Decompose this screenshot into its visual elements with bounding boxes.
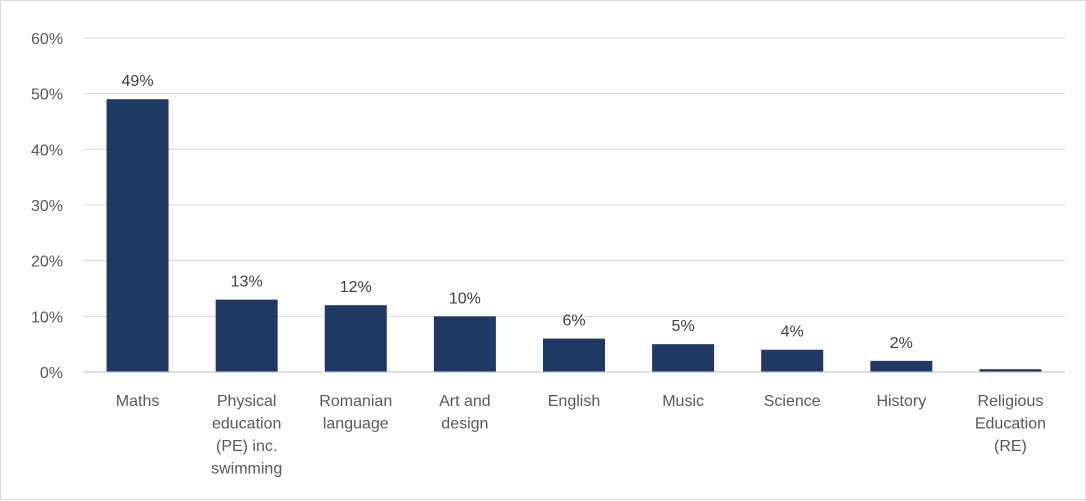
bar [761, 349, 824, 372]
bar [433, 316, 496, 372]
data-label: 4% [781, 324, 804, 341]
bar [215, 299, 278, 372]
bar [652, 344, 715, 372]
data-label: 12% [340, 279, 372, 296]
bars [106, 99, 1042, 372]
category-label: History [876, 393, 926, 410]
y-axis-tick-labels: 0% 10% 20% 30% 40% 50% 60% [31, 31, 63, 382]
data-label: 10% [449, 290, 481, 307]
category-label: Physical education (PE) inc. swimming [211, 393, 282, 478]
y-tick-label: 30% [31, 198, 63, 215]
y-tick-label: 0% [40, 365, 63, 382]
data-label: 2% [890, 335, 913, 352]
category-label: Romanian language [319, 393, 392, 433]
category-label: English [548, 393, 600, 410]
gridlines [83, 37, 1065, 317]
y-tick-label: 50% [31, 87, 63, 104]
data-label: 49% [122, 73, 154, 90]
y-tick-label: 10% [31, 309, 63, 326]
category-label: Science [764, 393, 821, 410]
bar [106, 99, 169, 372]
bar [979, 369, 1042, 372]
x-axis-category-labels: Maths Physical education (PE) inc. swimming R… [116, 393, 1046, 478]
category-label: Art and design [439, 393, 491, 433]
category-label: Religious Education (RE) [975, 393, 1046, 455]
category-label: Maths [116, 393, 160, 410]
bar [870, 360, 933, 372]
data-label: 5% [672, 318, 695, 335]
y-tick-label: 40% [31, 142, 63, 159]
category-label: Music [662, 393, 704, 410]
bar [324, 305, 387, 372]
data-label: 13% [231, 274, 263, 291]
y-tick-label: 20% [31, 254, 63, 271]
y-tick-label: 60% [31, 31, 63, 48]
data-labels: 49% 13% 12% 10% 6% 5% 4% 2% [122, 73, 913, 352]
data-label: 6% [562, 313, 585, 330]
bar [543, 338, 605, 372]
